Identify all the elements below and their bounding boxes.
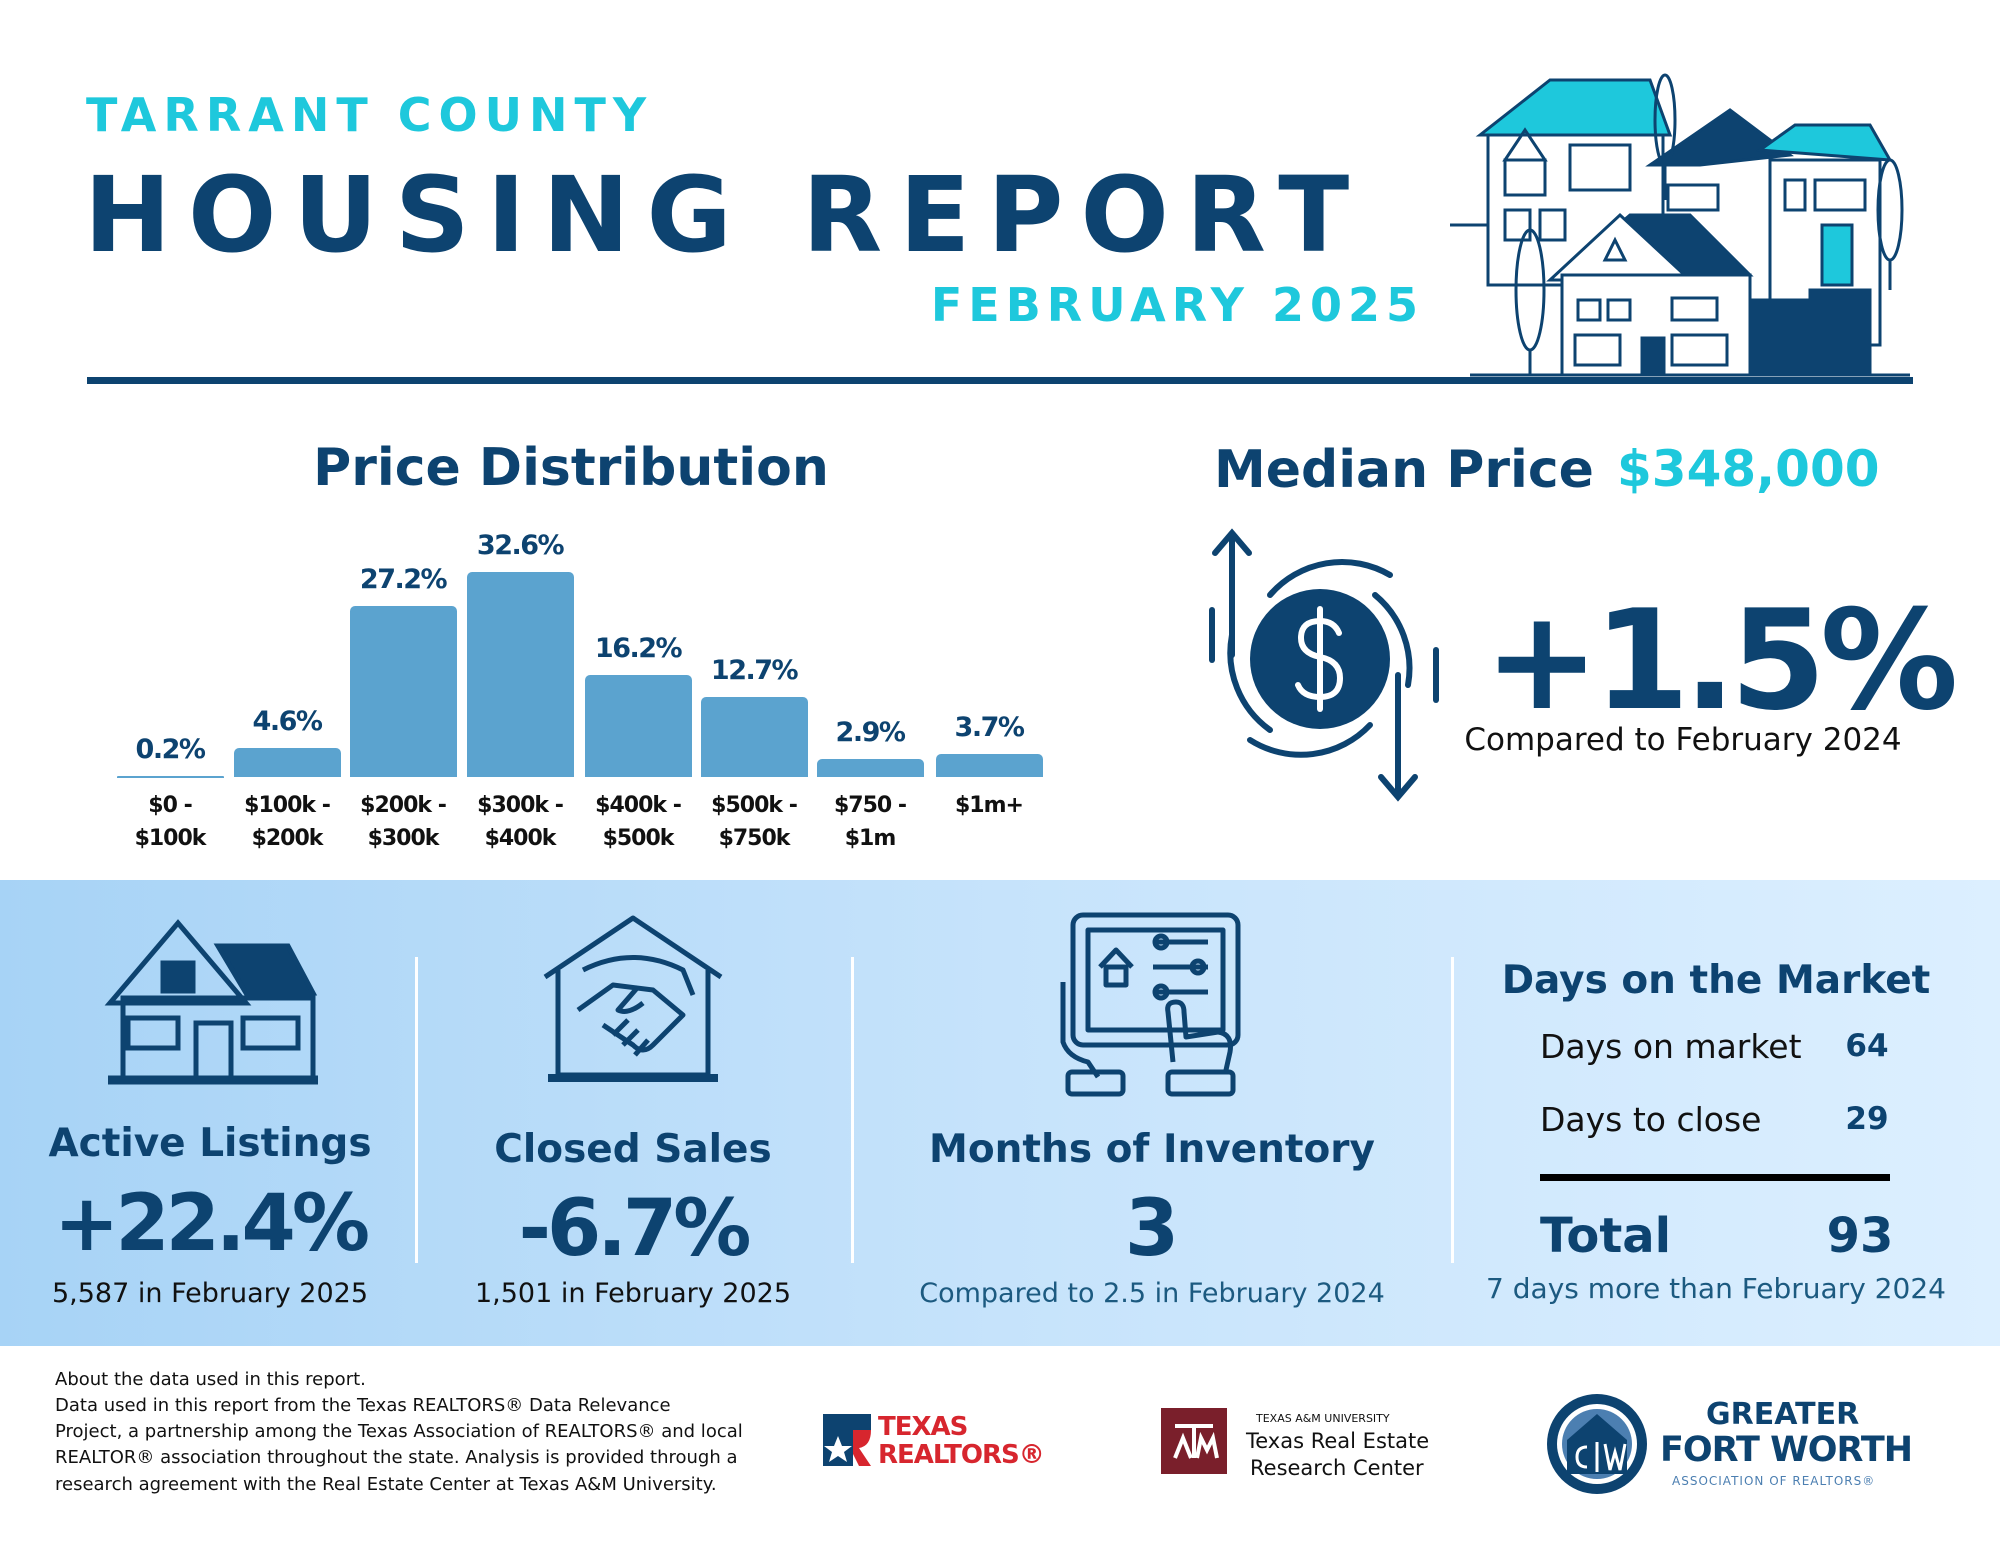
bar	[349, 605, 457, 777]
footer-text: About the data used in this report.	[55, 1369, 366, 1390]
bar	[233, 748, 341, 777]
chart-title: Price Distribution	[313, 438, 829, 498]
x-tick-label: $0 - $100k	[134, 793, 207, 851]
median-change: +1.5%	[1484, 580, 1958, 741]
bar	[816, 758, 924, 777]
bar	[584, 674, 692, 777]
value-label: 0.2%	[135, 733, 206, 765]
dom-note: 7 days more than February 2024	[1486, 1272, 1946, 1305]
logo-text: TEXAS	[878, 1412, 968, 1442]
divider	[1451, 957, 1454, 1263]
stat-note: Compared to 2.5 in February 2024	[919, 1278, 1385, 1309]
dom-row-value: 29	[1845, 1101, 1889, 1137]
footer-text: research agreement with the Real Estate …	[55, 1474, 717, 1495]
stat-title: Closed Sales	[494, 1127, 772, 1172]
value-label: 2.9%	[835, 716, 906, 748]
tamu-mark	[1161, 1408, 1227, 1474]
value-label: 4.6%	[252, 706, 323, 738]
logo-text: FORT WORTH	[1660, 1430, 1913, 1470]
x-tick-label: $400k - $500k	[595, 793, 682, 851]
bar	[466, 571, 574, 777]
texas-realtors-mark	[823, 1414, 871, 1466]
median-label: Median Price	[1214, 440, 1594, 500]
value-label: 32.6%	[476, 529, 565, 561]
value-label: 16.2%	[594, 632, 683, 664]
stat-title: Active Listings	[48, 1121, 372, 1166]
stat-value: -6.7%	[518, 1184, 752, 1274]
logo-text: Research Center	[1250, 1456, 1424, 1480]
x-tick-label: $100k - $200k	[244, 793, 331, 851]
x-tick-label: $300k - $400k	[477, 793, 564, 851]
footer-text: REALTOR® association throughout the stat…	[55, 1447, 738, 1468]
bar	[700, 696, 808, 777]
median-value: $348,000	[1617, 440, 1880, 498]
x-tick-label: $500k - $750k	[711, 793, 798, 851]
houses-illustration	[1450, 73, 1910, 377]
bar-chart: 0.2% $0 - $100k 4.6% $100k - $200k 27.2% $200…	[0, 0, 1100, 880]
x-tick-label: $1m+	[955, 793, 1024, 818]
dom-row-label: Days to close	[1540, 1100, 1762, 1139]
footer-text: Project, a partnership among the Texas A…	[55, 1421, 743, 1442]
header-rule	[87, 377, 1913, 384]
baseline	[116, 777, 224, 778]
value-label: 3.7%	[954, 711, 1025, 743]
stat-value: +22.4%	[54, 1179, 370, 1269]
dom-total-label: Total	[1540, 1208, 1672, 1264]
gfw-mark	[1547, 1394, 1647, 1494]
kicker: TARRANT COUNTY	[86, 88, 654, 142]
bar	[935, 753, 1043, 777]
dom-total-value: 93	[1826, 1208, 1894, 1264]
median-comparison: Compared to February 2024	[1464, 722, 1902, 758]
value-label: 27.2%	[359, 563, 448, 595]
stat-note: 1,501 in February 2025	[474, 1278, 792, 1309]
stat-note: 5,587 in February 2025	[51, 1278, 369, 1309]
stat-title: Months of Inventory	[929, 1127, 1375, 1172]
divider	[415, 957, 418, 1263]
dom-row-value: 64	[1845, 1028, 1889, 1064]
x-tick-label: $200k - $300k	[360, 793, 447, 851]
house-icon	[104, 919, 318, 1085]
title: HOUSING REPORT	[84, 154, 1367, 276]
logo-text: ASSOCIATION OF REALTORS®	[1672, 1474, 1876, 1488]
total-rule	[1540, 1174, 1890, 1181]
x-tick-label: $750 - $1m	[833, 793, 907, 851]
dom-row-label: Days on market	[1540, 1027, 1802, 1066]
value-label: 12.7%	[710, 654, 799, 686]
stats-band	[0, 880, 2000, 1346]
dom-title: Days on the Market	[1501, 958, 1931, 1003]
logo-text: TEXAS A&M UNIVERSITY	[1256, 1412, 1390, 1425]
logo-text: REALTORS®	[878, 1440, 1045, 1470]
bar	[116, 775, 224, 777]
logo-text: GREATER	[1706, 1397, 1860, 1432]
price-change-icon	[1209, 528, 1439, 802]
logo-text: Texas Real Estate	[1246, 1429, 1430, 1453]
footer-text: Data used in this report from the Texas …	[55, 1395, 671, 1416]
subtitle: FEBRUARY 2025	[930, 278, 1424, 332]
handshake-icon	[543, 915, 723, 1082]
divider	[851, 957, 854, 1263]
tablet-icon	[1060, 912, 1241, 1097]
stat-value: 3	[1124, 1184, 1180, 1274]
